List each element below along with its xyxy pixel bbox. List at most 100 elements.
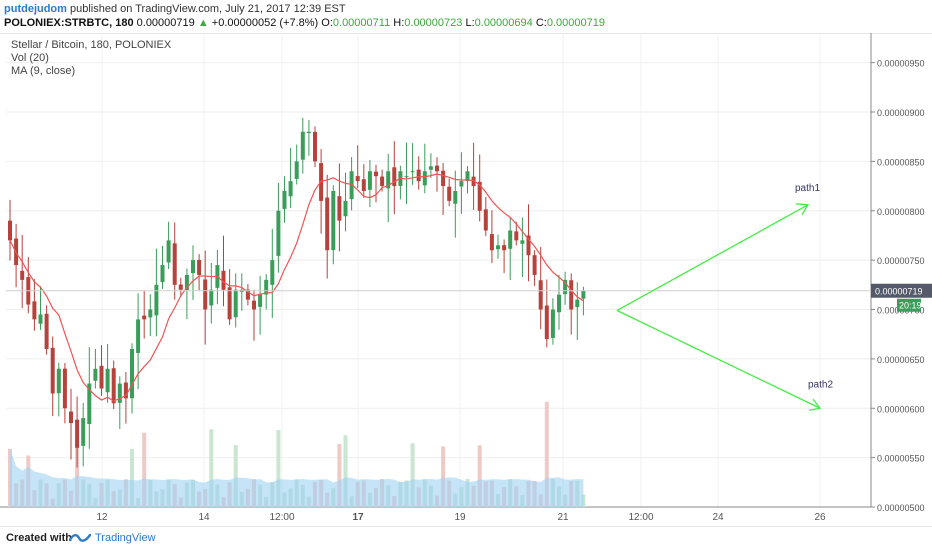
last-price-tag [871, 283, 932, 298]
footer: Created with TradingView [0, 526, 932, 551]
volume-bar [209, 429, 214, 507]
change-arrow-icon: ▲ [197, 17, 209, 29]
candle-body [221, 270, 226, 290]
x-tick-label: 12:00 [628, 512, 653, 523]
candle-body [87, 383, 92, 425]
y-tick-label: 0.00000800 [877, 207, 925, 217]
candle-body [136, 319, 141, 353]
candle-body [520, 240, 525, 244]
path1-arrow [616, 204, 809, 312]
y-tick-label: 0.00000650 [877, 355, 925, 365]
path2-label: path2 [808, 380, 833, 391]
x-tick-label: 21 [557, 512, 569, 523]
countdown-label: 20:19 [899, 301, 922, 311]
candle-body [197, 259, 202, 275]
legend-title: Stellar / Bitcoin, 180, POLONIEX [11, 39, 172, 51]
candle-body [166, 240, 171, 263]
candle-body [288, 181, 293, 197]
volume-bar [276, 430, 281, 507]
candle-body [148, 309, 153, 318]
candle-body [50, 347, 55, 394]
y-tick-label: 0.00000600 [877, 404, 925, 414]
candle-body [233, 289, 238, 318]
candle-body [160, 265, 165, 283]
candle-body [508, 230, 513, 249]
candle-body [264, 279, 269, 295]
y-tick-label: 0.00000900 [877, 108, 925, 118]
candle-body [581, 290, 586, 299]
x-tick-label: 12:00 [269, 512, 294, 523]
candle-body [69, 411, 73, 424]
candle-body [459, 181, 464, 187]
candle-body [105, 368, 110, 393]
volume-bar [477, 445, 482, 507]
author-link[interactable]: putdejudom [4, 3, 67, 15]
candle-body [276, 210, 281, 256]
candle-body [471, 176, 476, 187]
candle-body [575, 299, 580, 308]
candle-body [111, 368, 116, 404]
symbol-label: POLONIEX:STRBTC, 180 [4, 17, 134, 29]
last-price: 0.00000719 [136, 17, 195, 29]
legend-volume[interactable]: Vol (20) [11, 52, 49, 64]
path2-arrowhead-icon [808, 398, 822, 411]
price-chart[interactable]: 0.00000950 0.00000900 0.00000850 0.00000800… [0, 33, 932, 525]
candle-body [99, 365, 104, 389]
candle-body [544, 305, 549, 340]
candle-body [245, 289, 250, 300]
candle-body [374, 171, 378, 177]
candle-body [422, 171, 427, 186]
candle-body [355, 176, 360, 182]
candle-body [386, 171, 391, 189]
volume-bar [441, 446, 446, 507]
path1-label: path1 [795, 183, 820, 194]
candle-body [32, 301, 37, 320]
y-tick-label: 0.00000850 [877, 157, 925, 167]
candle-body [337, 196, 342, 221]
path2-arrow [616, 309, 821, 409]
tradingview-link[interactable]: TradingView [95, 532, 156, 544]
x-tick-label: 19 [454, 512, 466, 523]
candle-body [62, 368, 67, 409]
candle-body [178, 284, 183, 290]
last-price-tag-label: 0.00000719 [875, 287, 923, 297]
chart-area[interactable]: 0.00000950 0.00000900 0.00000850 0.00000800… [0, 33, 932, 525]
candle-body [130, 349, 134, 399]
candle-body [184, 274, 189, 291]
candle-body [526, 235, 531, 256]
low-label: L: [465, 17, 475, 29]
candle-body [154, 284, 159, 316]
candle-body [483, 209, 488, 231]
y-tick-label: 0.00000750 [877, 256, 925, 266]
high-value: 0.00000723 [404, 17, 463, 29]
candle-body [416, 169, 421, 182]
volume-bar [337, 444, 342, 507]
candle-body [502, 245, 507, 251]
volume-bar [343, 435, 348, 507]
candle-body [489, 234, 494, 251]
candle-body [325, 197, 330, 251]
volume-bar [75, 439, 80, 507]
volume-ma-area [10, 449, 584, 507]
candle-body [550, 309, 555, 338]
x-tick-label: 14 [198, 512, 210, 523]
change-value: +0.00000052 (+7.8%) [211, 17, 319, 29]
legend-ma[interactable]: MA (9, close) [11, 65, 76, 77]
candle-body [191, 260, 195, 274]
candle-body [282, 191, 287, 209]
volume-bar [410, 443, 415, 507]
candle-body [306, 131, 311, 134]
x-tick-label: 17 [352, 512, 364, 523]
low-value: 0.00000694 [474, 17, 533, 29]
high-label: H: [393, 17, 405, 29]
candle-body [367, 171, 372, 190]
candle-body [252, 300, 256, 310]
candle-body [428, 166, 433, 170]
candle-body [8, 220, 12, 241]
candle-body [453, 191, 458, 204]
candle-body [38, 314, 43, 324]
candle-body [380, 176, 385, 187]
chart-legend: Stellar / Bitcoin, 180, POLONIEX Vol (20… [11, 39, 171, 78]
candle-body [477, 181, 482, 211]
candle-body [410, 171, 415, 173]
